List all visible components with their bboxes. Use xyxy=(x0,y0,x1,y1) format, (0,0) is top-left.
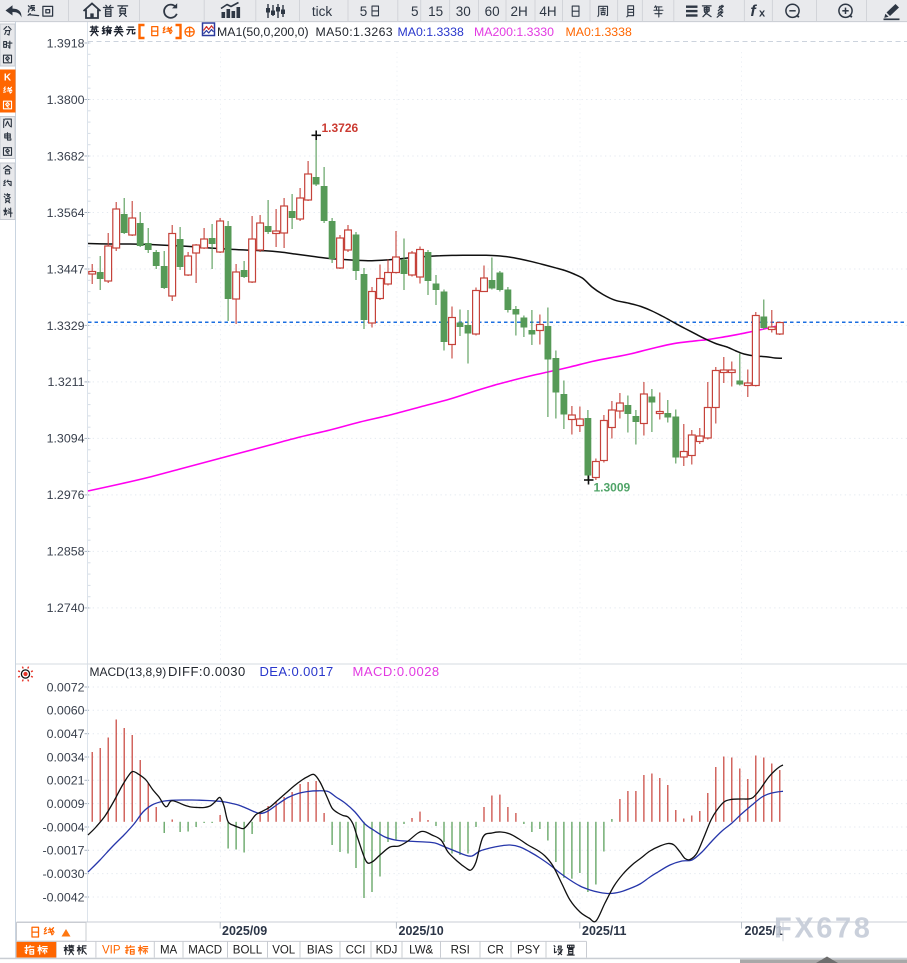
svg-text:RSI: RSI xyxy=(451,945,470,957)
svg-text:0.0072: 0.0072 xyxy=(47,680,85,694)
svg-text:1.2740: 1.2740 xyxy=(47,601,85,615)
svg-text:1.3682: 1.3682 xyxy=(47,149,85,163)
svg-text:1.3009: 1.3009 xyxy=(594,481,631,495)
svg-text:MA50:1.3263: MA50:1.3263 xyxy=(316,25,394,39)
svg-text:2H: 2H xyxy=(510,4,527,19)
svg-text:1.3447: 1.3447 xyxy=(47,262,85,276)
svg-text:1.3211: 1.3211 xyxy=(48,375,85,389)
svg-text:x: x xyxy=(759,8,766,20)
svg-text:2025/09: 2025/09 xyxy=(222,924,267,938)
svg-text:-0.0017: -0.0017 xyxy=(42,844,84,858)
svg-text:1.3329: 1.3329 xyxy=(47,319,85,333)
svg-text:2025/10: 2025/10 xyxy=(399,924,444,938)
svg-text:MA0:1.3338: MA0:1.3338 xyxy=(398,25,464,39)
svg-text:1.3800: 1.3800 xyxy=(47,93,85,107)
svg-text:VOL: VOL xyxy=(272,945,296,957)
svg-text:-0.0042: -0.0042 xyxy=(42,890,84,904)
svg-text:5: 5 xyxy=(360,4,368,19)
svg-text:MACD: MACD xyxy=(188,945,222,957)
svg-text:VIP: VIP xyxy=(102,945,121,957)
svg-text:0.0034: 0.0034 xyxy=(47,750,85,764)
svg-text:60: 60 xyxy=(485,4,500,19)
svg-text:f: f xyxy=(750,3,757,20)
svg-text:-0.0030: -0.0030 xyxy=(42,867,84,881)
svg-text:4H: 4H xyxy=(539,4,556,19)
svg-text:MA0:1.3338: MA0:1.3338 xyxy=(566,25,632,39)
svg-text:-0.0004: -0.0004 xyxy=(42,820,84,834)
svg-text:5: 5 xyxy=(411,4,419,19)
svg-text:MA: MA xyxy=(160,945,178,957)
svg-text:MA1(50,0,200,0): MA1(50,0,200,0) xyxy=(217,25,309,39)
svg-text:0.0047: 0.0047 xyxy=(47,727,85,741)
svg-text:tick: tick xyxy=(312,4,333,19)
svg-text:BIAS: BIAS xyxy=(307,945,334,957)
svg-text:CCI: CCI xyxy=(346,945,366,957)
svg-text:DIFF:0.0030: DIFF:0.0030 xyxy=(168,664,246,679)
svg-text:KDJ: KDJ xyxy=(376,945,398,957)
svg-text:MACD:0.0028: MACD:0.0028 xyxy=(353,664,440,679)
svg-text:DEA:0.0017: DEA:0.0017 xyxy=(260,664,334,679)
svg-text:CR: CR xyxy=(487,945,504,957)
svg-text:2025/12: 2025/12 xyxy=(745,924,790,938)
svg-text:LW&: LW& xyxy=(409,945,433,957)
svg-text:MACD(13,8,9): MACD(13,8,9) xyxy=(90,665,167,679)
svg-text:1.3918: 1.3918 xyxy=(47,36,85,50)
svg-text:2025/11: 2025/11 xyxy=(582,924,627,938)
svg-text:0.0021: 0.0021 xyxy=(47,774,85,788)
svg-text:1.2976: 1.2976 xyxy=(47,488,85,502)
svg-text:0.0009: 0.0009 xyxy=(47,797,85,811)
svg-text:15: 15 xyxy=(428,4,443,19)
svg-text:1.3726: 1.3726 xyxy=(322,121,359,135)
svg-text:1.3564: 1.3564 xyxy=(47,206,85,220)
svg-text:FX678: FX678 xyxy=(774,913,872,945)
svg-text:0.0060: 0.0060 xyxy=(47,704,85,718)
svg-text:1.3094: 1.3094 xyxy=(47,432,85,446)
svg-text:PSY: PSY xyxy=(517,945,540,957)
svg-text:BOLL: BOLL xyxy=(233,945,263,957)
svg-text:MA200:1.3330: MA200:1.3330 xyxy=(474,25,554,39)
svg-text:K: K xyxy=(4,73,12,84)
svg-text:30: 30 xyxy=(456,4,471,19)
svg-text:1.2858: 1.2858 xyxy=(47,545,85,559)
